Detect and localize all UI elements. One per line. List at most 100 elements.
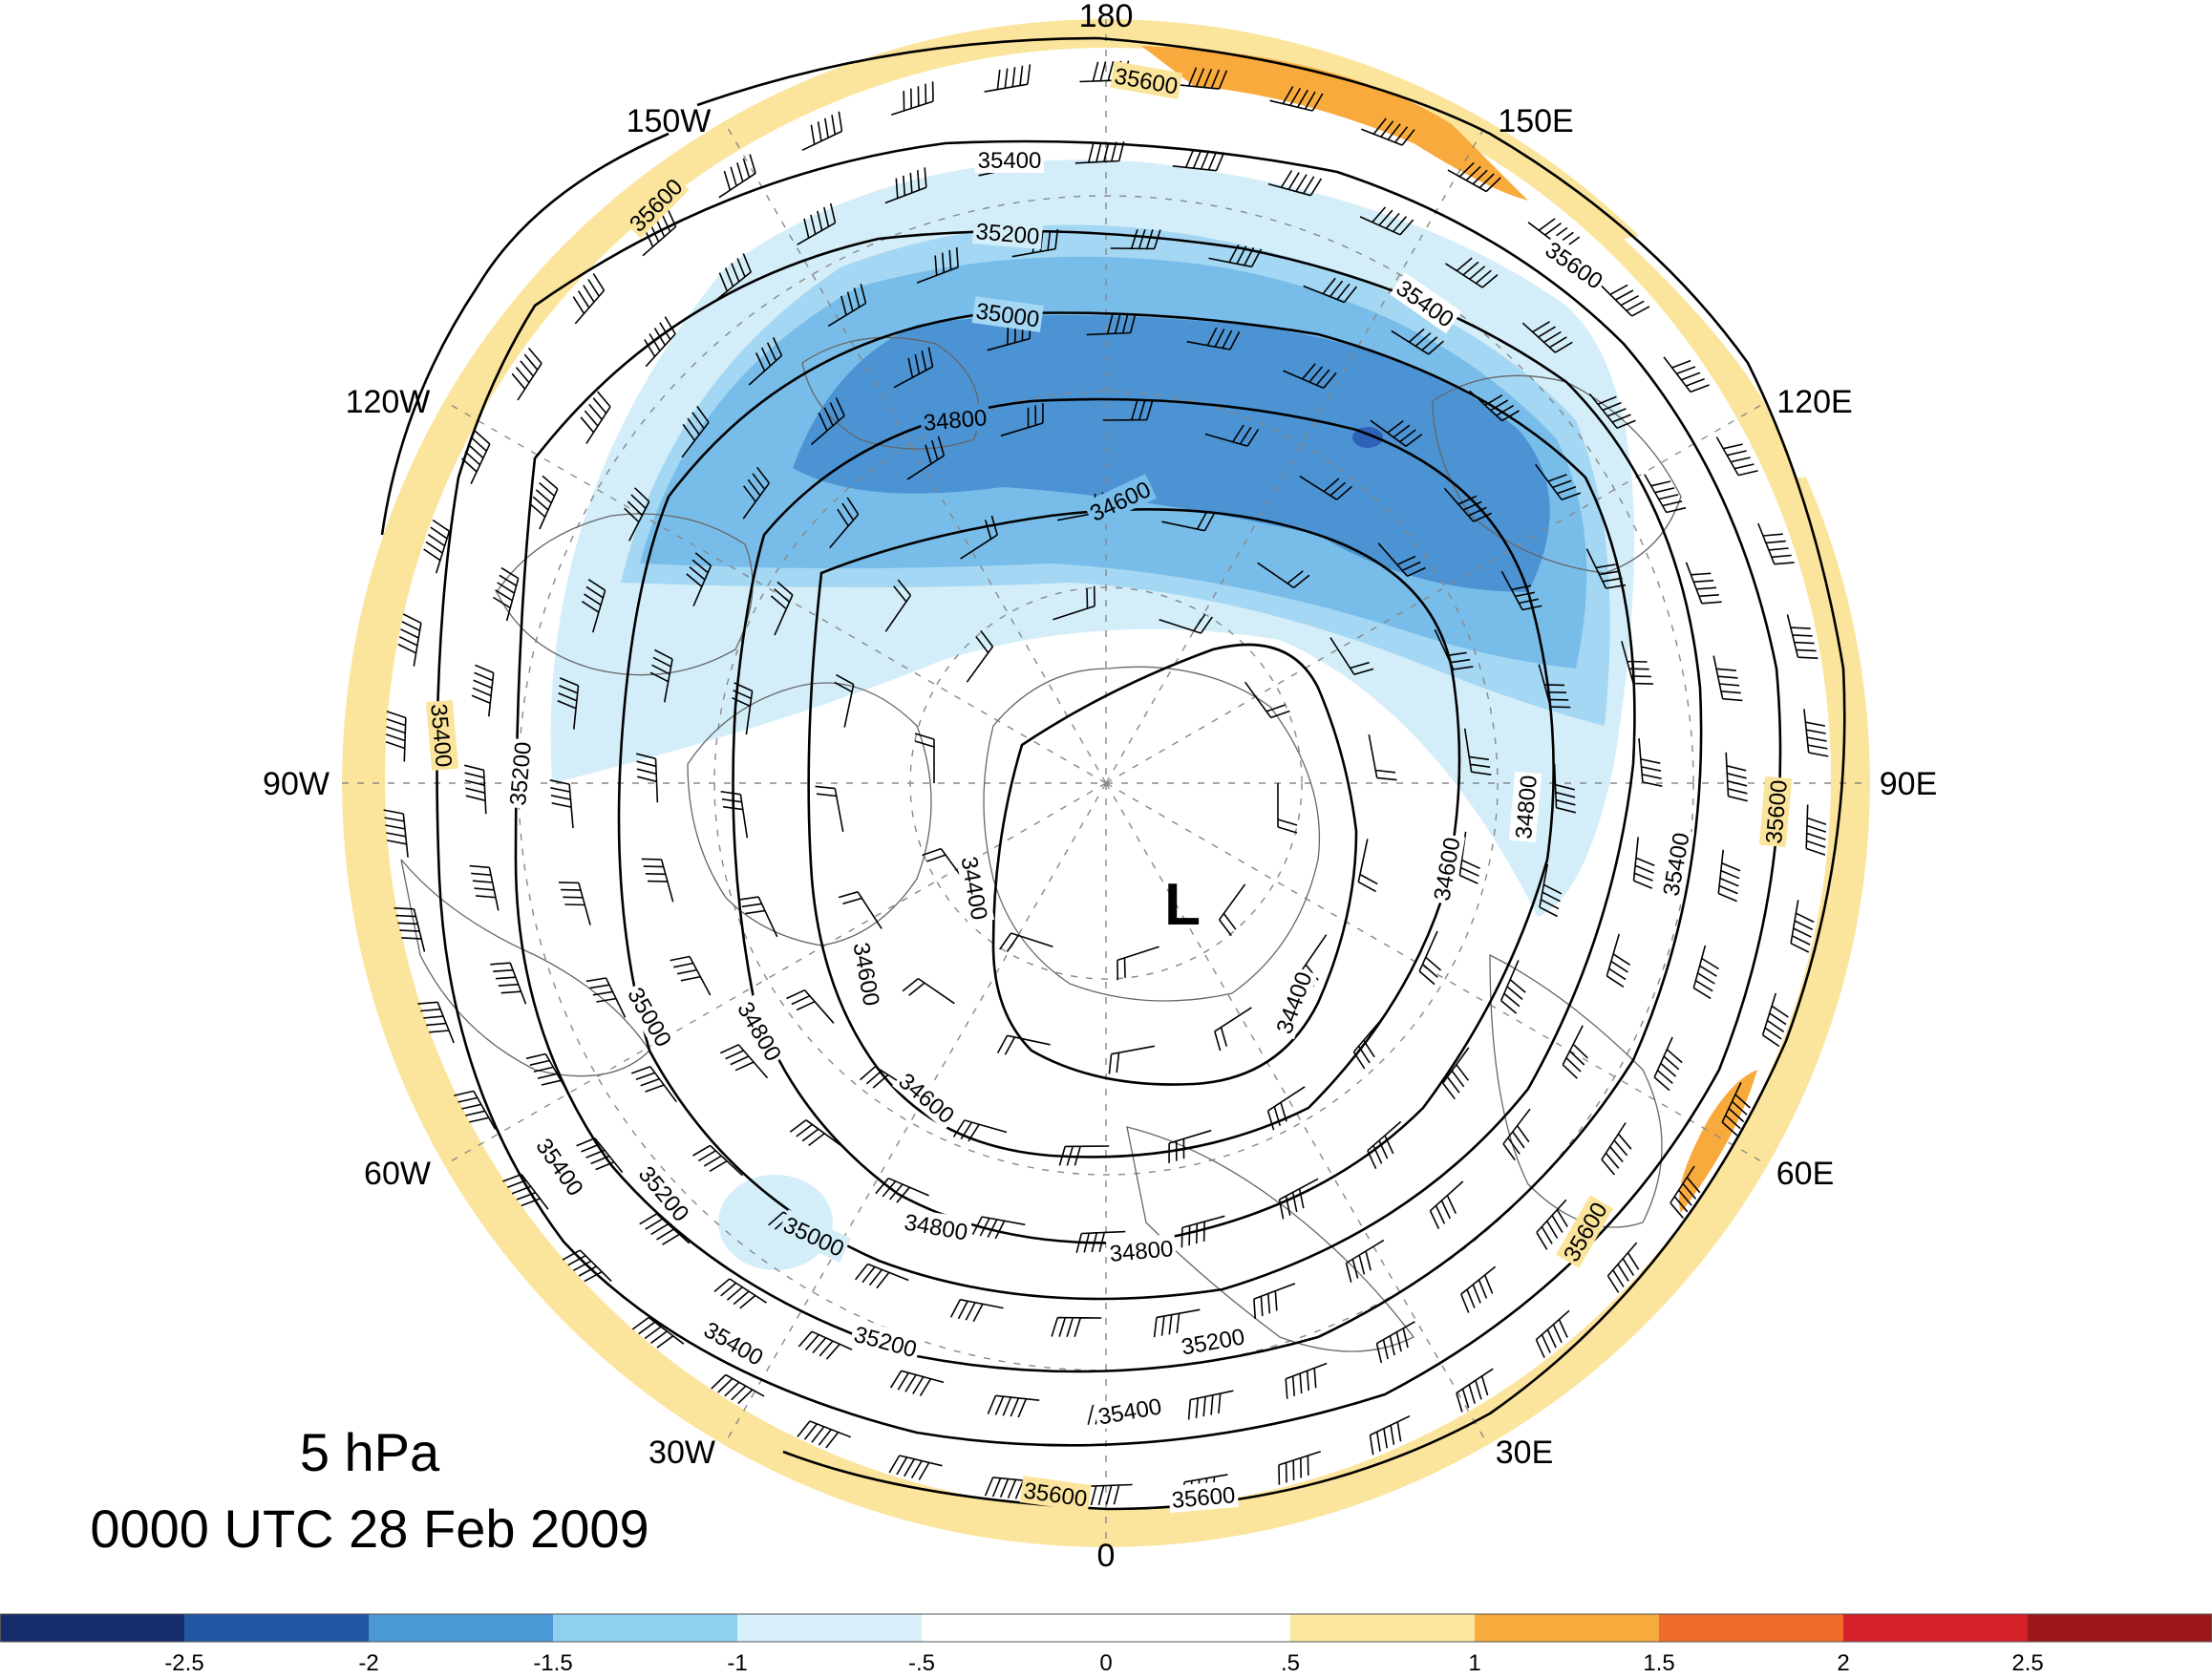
wind-barb xyxy=(719,1044,769,1079)
wind-barb xyxy=(748,337,783,386)
wind-barb xyxy=(914,733,935,783)
wind-barb xyxy=(636,753,659,803)
pressure-level-title: 5 hPa xyxy=(300,1422,440,1482)
colorbar-swatch xyxy=(922,1614,1107,1642)
wind-barb xyxy=(385,711,407,762)
valid-time-title: 0000 UTC 28 Feb 2009 xyxy=(90,1498,649,1559)
lon-label-60e: 60E xyxy=(1776,1156,1835,1192)
wind-barb xyxy=(1244,681,1290,719)
contour-label: 34800 xyxy=(1109,1236,1175,1267)
wind-barb xyxy=(397,613,422,667)
colorbar-tick-label: -.5 xyxy=(908,1650,935,1674)
wind-barb xyxy=(1204,424,1260,447)
wind-barb xyxy=(1761,992,1789,1048)
wind-barb xyxy=(1717,849,1741,903)
colorbar-swatch xyxy=(369,1614,554,1642)
wind-barb xyxy=(854,1263,909,1289)
wind-barb xyxy=(1102,400,1154,421)
wind-barb xyxy=(454,1090,497,1130)
wind-barb xyxy=(1621,641,1654,685)
wind-barb xyxy=(1329,637,1374,675)
colorbar-swatch xyxy=(1475,1614,1660,1642)
wind-barb xyxy=(1117,946,1159,981)
wind-barb xyxy=(1266,1086,1306,1131)
wind-barb xyxy=(966,629,994,683)
wind-barb xyxy=(1562,1025,1588,1079)
wind-barb xyxy=(581,579,606,633)
colorbar: -2.5 -2 -1.5 -1 -.5 0 .5 1 1.5 2 2.5 xyxy=(0,1613,2212,1676)
wind-barb xyxy=(1370,419,1423,447)
wind-barb xyxy=(1187,1390,1234,1420)
contour-34400 xyxy=(991,643,1358,1086)
wind-barb xyxy=(1369,1414,1411,1456)
wind-barb xyxy=(624,487,650,542)
wind-barb xyxy=(1803,709,1829,757)
wind-barb xyxy=(1535,1309,1570,1358)
colorbar-swatch xyxy=(553,1614,738,1642)
colorbar-swatch xyxy=(1290,1614,1476,1642)
wind-barb xyxy=(1074,141,1125,164)
wind-barb xyxy=(1168,1129,1212,1163)
lon-label-180: 180 xyxy=(1079,0,1134,34)
wind-barb xyxy=(829,497,860,549)
wind-barb xyxy=(738,896,778,938)
wind-barb xyxy=(1361,117,1415,146)
wind-barb xyxy=(585,977,627,1018)
colorbar-tick-label: 2 xyxy=(1837,1650,1849,1674)
wind-barb xyxy=(1051,1316,1102,1337)
wind-barb xyxy=(1692,945,1719,1000)
wind-barb xyxy=(1214,1007,1252,1052)
wind-barb xyxy=(1805,804,1827,856)
wind-barb xyxy=(1653,1036,1683,1092)
wind-barb xyxy=(511,347,542,401)
wind-barb xyxy=(576,1137,624,1174)
wind-barb xyxy=(1725,752,1748,802)
lon-label-30e: 30E xyxy=(1496,1435,1554,1471)
wind-barb xyxy=(1469,390,1520,422)
wind-barb xyxy=(1368,733,1397,781)
lon-label-0: 0 xyxy=(1097,1538,1116,1574)
wind-barb xyxy=(713,1278,767,1309)
wind-barb xyxy=(1539,863,1563,918)
wind-barb xyxy=(1685,562,1722,605)
orange-anomaly-north xyxy=(1141,46,1528,201)
lon-label-120e: 120E xyxy=(1776,384,1852,420)
wind-barb xyxy=(1712,655,1743,702)
colorbar-swatch xyxy=(1843,1614,2029,1642)
wind-barb xyxy=(893,347,934,389)
wind-barb xyxy=(1442,1047,1470,1100)
orange-anomaly-east xyxy=(1679,1070,1757,1213)
wind-barb xyxy=(789,1119,842,1147)
wind-barb xyxy=(1000,403,1044,437)
wind-barb xyxy=(1527,218,1581,250)
lon-label-30w: 30W xyxy=(649,1435,715,1471)
wind-barb xyxy=(834,673,855,728)
colorbar-tick-label: -2 xyxy=(358,1650,378,1674)
wind-barb xyxy=(1606,1242,1640,1293)
lon-label-90e: 90E xyxy=(1880,766,1938,802)
contour-label: 34800 xyxy=(923,405,989,436)
wind-barb xyxy=(797,1420,851,1449)
wind-barb xyxy=(1172,148,1225,172)
wind-barb xyxy=(1375,1321,1415,1364)
wind-barb xyxy=(1086,313,1137,336)
wind-barb xyxy=(1108,1045,1156,1074)
wind-barb xyxy=(902,977,955,1005)
wind-barb xyxy=(686,552,713,606)
wind-barb xyxy=(1352,1017,1383,1070)
wind-barb xyxy=(1663,356,1710,393)
wind-barb xyxy=(1535,463,1582,500)
wind-barb xyxy=(572,273,606,325)
wind-barb xyxy=(720,791,749,839)
wind-barb xyxy=(649,648,673,703)
wind-barb xyxy=(1153,1308,1201,1338)
wind-barb xyxy=(1075,1230,1126,1253)
wind-barb xyxy=(906,436,946,480)
colorbar-tick-label: -1 xyxy=(727,1650,747,1674)
contour-label: 35200 xyxy=(975,219,1041,250)
wind-barb xyxy=(1277,783,1298,834)
wind-barb xyxy=(770,581,794,636)
wind-barb xyxy=(987,1394,1040,1418)
wind-barb xyxy=(417,1001,455,1044)
wind-barb xyxy=(742,466,770,520)
